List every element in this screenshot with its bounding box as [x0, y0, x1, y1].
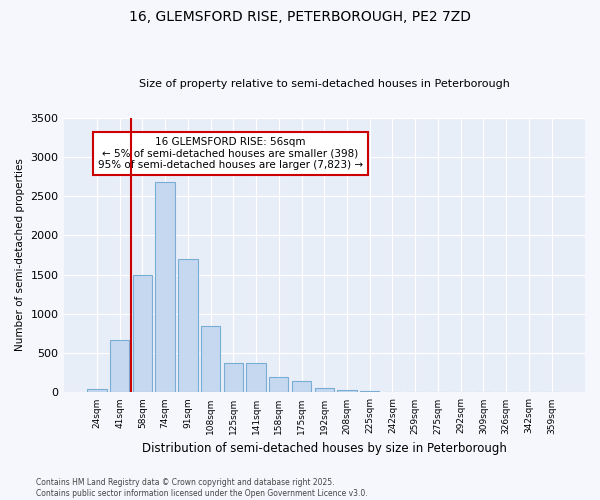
X-axis label: Distribution of semi-detached houses by size in Peterborough: Distribution of semi-detached houses by … [142, 442, 507, 455]
Bar [292, 382, 311, 392]
Y-axis label: Number of semi-detached properties: Number of semi-detached properties [15, 158, 25, 352]
Bar [178, 259, 197, 392]
Bar [314, 388, 334, 392]
Bar [337, 390, 356, 392]
Bar [201, 326, 220, 392]
Bar [224, 362, 243, 392]
Text: 16 GLEMSFORD RISE: 56sqm
← 5% of semi-detached houses are smaller (398)
95% of s: 16 GLEMSFORD RISE: 56sqm ← 5% of semi-de… [98, 137, 363, 170]
Text: 16, GLEMSFORD RISE, PETERBOROUGH, PE2 7ZD: 16, GLEMSFORD RISE, PETERBOROUGH, PE2 7Z… [129, 10, 471, 24]
Bar [360, 391, 379, 392]
Bar [155, 182, 175, 392]
Bar [269, 376, 289, 392]
Bar [133, 274, 152, 392]
Bar [87, 388, 107, 392]
Bar [247, 362, 266, 392]
Text: Contains HM Land Registry data © Crown copyright and database right 2025.
Contai: Contains HM Land Registry data © Crown c… [36, 478, 368, 498]
Bar [110, 340, 130, 392]
Title: Size of property relative to semi-detached houses in Peterborough: Size of property relative to semi-detach… [139, 79, 510, 89]
